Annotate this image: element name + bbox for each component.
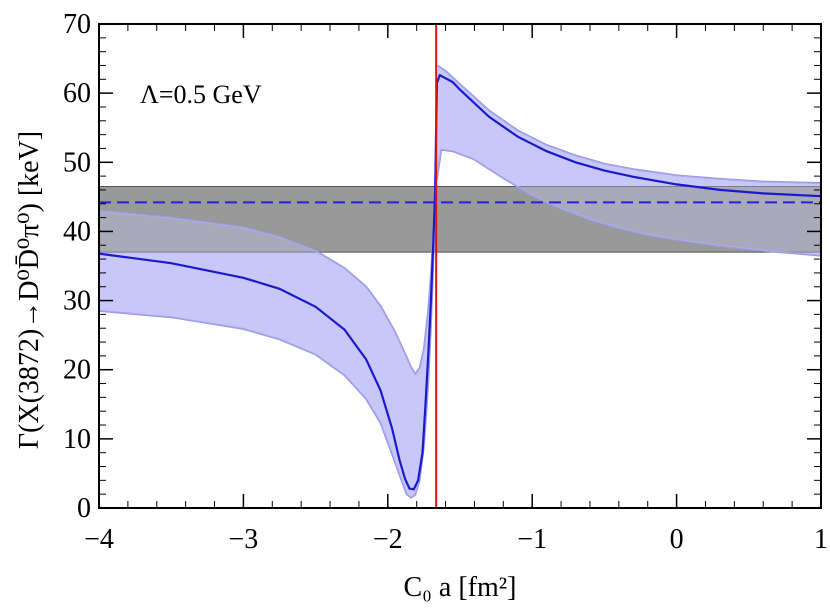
y-tick-label: 0 <box>77 493 91 524</box>
band-edge-upper-branch_left <box>99 186 437 376</box>
x-tick-label: −1 <box>517 524 547 555</box>
lambda-annotation: Λ=0.5 GeV <box>140 80 262 109</box>
experimental-band <box>99 186 821 253</box>
band-edge-lower-branch_left <box>99 196 437 499</box>
x-tick-label: 1 <box>814 524 828 555</box>
x-tick-label: −3 <box>229 524 259 555</box>
y-tick-label: 10 <box>63 424 91 455</box>
x-tick-label: −2 <box>373 524 403 555</box>
x-tick-label: −4 <box>84 524 114 555</box>
y-tick-label: 30 <box>63 286 91 317</box>
y-tick-label: 40 <box>63 216 91 247</box>
y-tick-label: 20 <box>63 355 91 386</box>
theory-band-overlay-branch_left <box>99 186 436 498</box>
central-curve-branch_right <box>435 73 821 198</box>
axis-ticks <box>98 23 822 509</box>
y-tick-label: 50 <box>63 147 91 178</box>
plot-frame <box>98 23 822 509</box>
y-axis-label: Γ(X(3872)→D⁰D̄⁰π⁰) [keV] <box>14 131 45 449</box>
x-tick-label: 0 <box>670 524 684 555</box>
plot-area <box>99 24 821 508</box>
theory-band-overlay-branch_right <box>436 65 821 256</box>
band-edge-lower-branch_right <box>435 148 821 257</box>
y-tick-label: 70 <box>63 9 91 40</box>
y-tick-label: 60 <box>63 78 91 109</box>
central-curve-branch_left <box>99 189 437 491</box>
x-axis-label: C₀ a [fm²] <box>403 572 516 603</box>
theory-band-branch_left <box>99 186 436 498</box>
band-edge-upper-branch_right <box>437 64 821 184</box>
